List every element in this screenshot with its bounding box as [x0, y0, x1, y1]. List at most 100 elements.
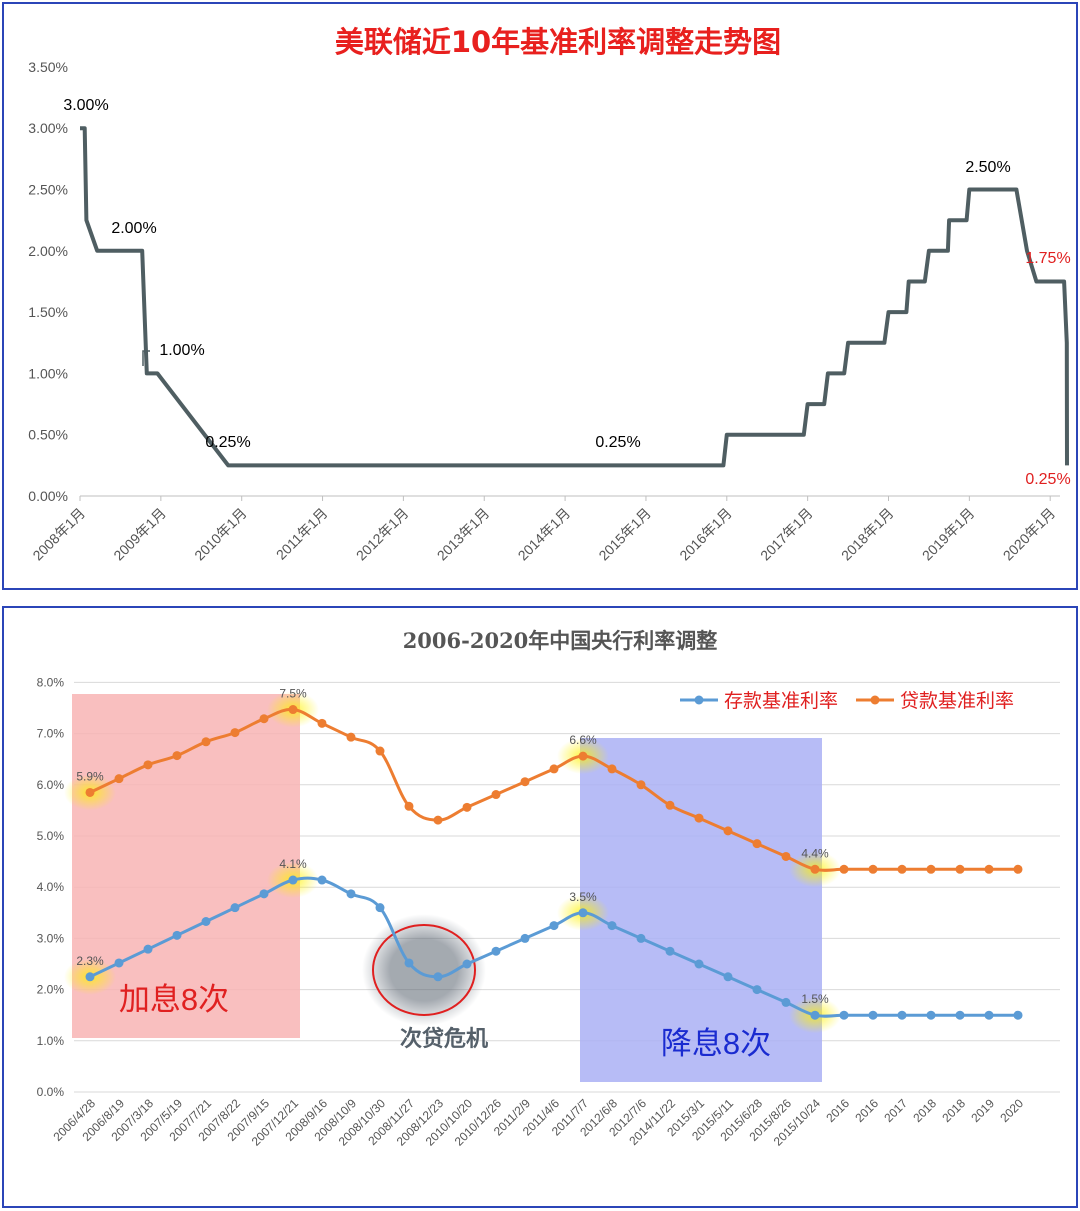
loan-rate-point — [636, 780, 646, 790]
y-tick-label: 7.0% — [37, 727, 65, 741]
x-tick-label: 2019 — [968, 1096, 997, 1125]
deposit-rate-point — [288, 875, 298, 885]
y-tick-label: 4.0% — [37, 880, 65, 894]
data-label: 1.00% — [159, 342, 204, 359]
x-tick-label: 2018 — [910, 1096, 939, 1125]
x-tick-label: 2017年1月 — [757, 505, 816, 564]
x-tick-label: 2018年1月 — [838, 505, 897, 564]
loan-data-label: 7.5% — [279, 687, 307, 701]
data-label: 1.75% — [1025, 250, 1070, 267]
loan-rate-point — [85, 787, 95, 797]
loan-data-label: 6.6% — [569, 733, 597, 747]
deposit-rate-point — [549, 921, 559, 931]
deposit-rate-point — [375, 903, 385, 913]
deposit-rate-point — [926, 1010, 936, 1020]
chart-title: 美联储近10年基准利率调整走势图 — [335, 25, 781, 59]
deposit-data-label: 2.3% — [76, 954, 104, 968]
loan-rate-point — [172, 751, 182, 761]
x-tick-label: 2017 — [881, 1096, 910, 1125]
deposit-data-label: 3.5% — [569, 890, 597, 904]
deposit-rate-point — [520, 933, 530, 943]
loan-data-label: 4.4% — [801, 846, 829, 860]
loan-rate-point — [230, 728, 240, 738]
china-rate-chart-panel: 2006-2020年中国央行利率调整 0.0% 1.0% 2.0% 3.0% 4.0% 5… — [2, 606, 1078, 1208]
y-tick-label: 6.0% — [37, 778, 65, 792]
loan-rate-point — [810, 864, 820, 874]
deposit-rate-point — [723, 972, 733, 982]
data-label: 2.00% — [111, 220, 156, 237]
x-tick-label: 2020 — [997, 1096, 1026, 1125]
deposit-rate-point — [955, 1010, 965, 1020]
data-label: 0.25% — [595, 434, 640, 451]
legend-swatch-marker — [694, 695, 704, 705]
y-tick-label: 0.00% — [28, 488, 68, 504]
chart-title: 2006-2020年中国央行利率调整 — [403, 628, 718, 653]
deposit-rate-point — [317, 875, 327, 885]
x-tick-label: 2019年1月 — [919, 505, 978, 564]
x-tick-label: 2016年1月 — [676, 505, 735, 564]
y-tick-label: 2.00% — [28, 243, 68, 259]
loan-rate-point — [694, 813, 704, 823]
loan-rate-point — [433, 815, 443, 825]
x-tick-label: 2008年1月 — [29, 505, 88, 564]
deposit-rate-point — [114, 958, 124, 968]
deposit-rate-point — [607, 921, 617, 931]
loan-rate-point — [259, 714, 269, 724]
deposit-rate-point — [143, 944, 153, 954]
loan-rate-point — [984, 864, 994, 874]
deposit-rate-point — [433, 972, 443, 982]
deposit-rate-point — [897, 1010, 907, 1020]
loan-rate-point — [578, 751, 588, 761]
deposit-rate-point — [868, 1010, 878, 1020]
loan-rate-point — [868, 864, 878, 874]
loan-rate-point — [665, 800, 675, 810]
y-tick-label: 3.0% — [37, 931, 65, 945]
deposit-rate-point — [230, 903, 240, 913]
deposit-rate-point — [404, 958, 414, 968]
data-label: 0.25% — [1025, 471, 1070, 488]
crisis-circle — [372, 924, 476, 1016]
deposit-rate-point — [172, 930, 182, 940]
y-tick-label: 8.0% — [37, 675, 65, 689]
x-tick-label: 2014年1月 — [515, 505, 574, 564]
deposit-rate-point — [1013, 1010, 1023, 1020]
deposit-rate-point — [839, 1010, 849, 1020]
loan-rate-point — [288, 705, 298, 715]
cut-annotation: 降息8次 — [661, 1026, 771, 1061]
loan-rate-point — [781, 851, 791, 861]
legend-swatch-marker — [870, 695, 880, 705]
loan-rate-point — [549, 764, 559, 774]
fed-rate-chart-panel: 美联储近10年基准利率调整走势图 0.00% 0.50% 1.00% 1.50% 2.0… — [2, 2, 1078, 590]
loan-rate-point — [114, 774, 124, 784]
x-tick-label: 2015年1月 — [595, 505, 654, 564]
loan-rate-point — [926, 864, 936, 874]
loan-rate-point — [462, 802, 472, 812]
deposit-rate-point — [810, 1010, 820, 1020]
loan-rate-point — [491, 790, 501, 800]
loan-rate-point — [897, 864, 907, 874]
data-label: 2.50% — [965, 159, 1010, 176]
fed-rate-line — [80, 126, 1069, 468]
y-tick-label: 1.0% — [37, 1034, 65, 1048]
deposit-rate-point — [752, 985, 762, 995]
loan-rate-point — [520, 777, 530, 787]
loan-rate-point — [404, 801, 414, 811]
raise-annotation: 加息8次 — [119, 982, 229, 1017]
loan-rate-point — [723, 826, 733, 836]
deposit-rate-point — [346, 889, 356, 899]
deposit-rate-point — [781, 997, 791, 1007]
deposit-rate-point — [462, 959, 472, 969]
deposit-rate-point — [201, 917, 211, 927]
legend-label: 贷款基准利率 — [900, 690, 1014, 712]
x-tick-label: 2020年1月 — [1000, 505, 1059, 564]
fed-rate-chart: 美联储近10年基准利率调整走势图 0.00% 0.50% 1.00% 1.50% 2.0… — [28, 25, 1070, 564]
loan-rate-point — [839, 864, 849, 874]
crisis-glow — [362, 914, 486, 1026]
deposit-rate-point — [85, 972, 95, 982]
x-tick-label: 2013年1月 — [434, 505, 493, 564]
deposit-rate-point — [984, 1010, 994, 1020]
deposit-rate-point — [578, 908, 588, 918]
cut-highlight-box — [580, 738, 822, 1082]
deposit-data-label: 4.1% — [279, 857, 307, 871]
y-tick-label: 2.0% — [37, 983, 65, 997]
